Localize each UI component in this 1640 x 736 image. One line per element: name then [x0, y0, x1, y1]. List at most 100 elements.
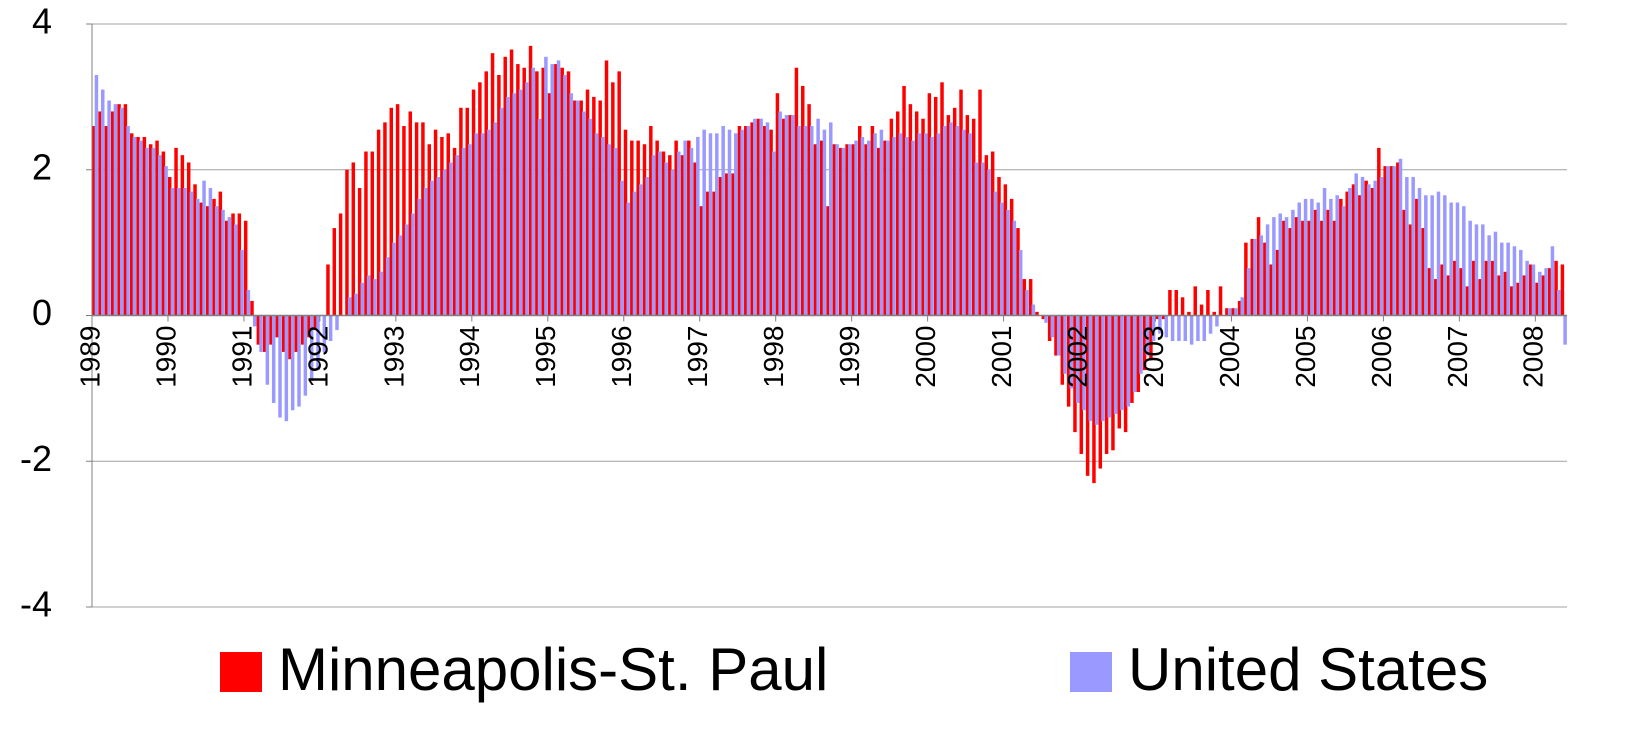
bar — [294, 315, 299, 352]
bar — [98, 111, 102, 316]
bar — [1126, 315, 1131, 407]
bar — [1389, 166, 1394, 316]
bar — [807, 104, 811, 316]
bar — [746, 126, 751, 316]
bar — [1246, 268, 1251, 316]
bar — [898, 133, 903, 316]
bar — [1544, 268, 1548, 316]
y-tick-label: -4 — [20, 584, 52, 625]
bar — [876, 147, 881, 316]
bar — [1092, 315, 1096, 484]
bar — [1313, 209, 1318, 316]
bar — [516, 64, 520, 316]
bar — [867, 140, 871, 316]
bar — [389, 107, 394, 316]
bar — [300, 315, 305, 345]
bar — [632, 191, 637, 316]
bar — [364, 151, 368, 316]
bar — [316, 315, 320, 371]
bar — [290, 315, 295, 411]
bar — [784, 115, 789, 316]
bar — [942, 126, 947, 316]
bar — [452, 147, 457, 316]
bar — [398, 235, 403, 316]
bar — [1240, 297, 1244, 316]
y-tick-label: 4 — [32, 1, 52, 42]
bar — [1107, 315, 1112, 418]
bar — [921, 118, 925, 316]
bar — [1208, 315, 1213, 334]
bar — [1098, 315, 1103, 469]
bar — [854, 140, 858, 316]
bar — [1354, 173, 1358, 316]
bar — [687, 140, 691, 316]
bar — [1519, 249, 1523, 316]
bar — [848, 144, 852, 316]
bar — [782, 118, 786, 316]
bar — [1123, 315, 1128, 433]
bar — [309, 315, 314, 382]
bar — [902, 85, 906, 316]
bar — [1560, 264, 1565, 316]
bar — [984, 155, 989, 316]
bar — [851, 144, 856, 316]
bar — [1028, 279, 1033, 316]
bar — [1158, 315, 1162, 334]
bar — [794, 67, 799, 316]
bar — [1421, 228, 1425, 316]
bar — [326, 264, 330, 316]
bar — [512, 93, 516, 316]
bar — [1440, 264, 1444, 316]
bar — [1088, 315, 1093, 422]
legend-label: Minneapolis-St. Paul — [278, 636, 828, 703]
bar — [1481, 224, 1485, 316]
bar — [269, 315, 273, 345]
bar — [129, 133, 134, 316]
bar — [478, 82, 482, 316]
bar — [740, 129, 744, 316]
bar — [1326, 209, 1330, 316]
bar — [670, 169, 675, 316]
bar — [94, 75, 99, 316]
bar — [303, 315, 308, 396]
bar — [1047, 315, 1052, 342]
bar — [497, 75, 501, 316]
bar — [404, 224, 409, 316]
bar — [1548, 268, 1552, 316]
bar — [940, 82, 944, 316]
bar — [1320, 220, 1324, 316]
bar — [522, 67, 526, 316]
bar — [1018, 249, 1023, 316]
bar — [813, 144, 818, 316]
bar — [1155, 315, 1160, 320]
bar — [725, 173, 729, 316]
bar — [265, 315, 270, 385]
bar — [113, 104, 118, 316]
bar — [911, 140, 915, 316]
bar — [816, 118, 820, 316]
bar — [347, 297, 352, 316]
bar — [623, 129, 628, 316]
bar — [879, 129, 884, 316]
bar — [547, 93, 552, 316]
bar — [1468, 220, 1472, 316]
bar — [582, 111, 586, 316]
bar — [820, 140, 824, 316]
bar — [1022, 279, 1027, 316]
bar — [1301, 220, 1305, 316]
bar — [1358, 195, 1362, 316]
bar — [1332, 220, 1337, 316]
bar — [1009, 198, 1014, 316]
bar — [528, 45, 533, 316]
bar — [227, 217, 232, 316]
bar — [1487, 235, 1491, 316]
bar — [151, 147, 156, 316]
bar — [1554, 260, 1558, 316]
x-tick-label: 2007 — [1442, 326, 1473, 388]
bar — [1225, 308, 1229, 316]
bar — [1253, 238, 1257, 316]
bar — [1066, 315, 1071, 407]
bar — [414, 122, 419, 316]
bar — [117, 104, 121, 316]
